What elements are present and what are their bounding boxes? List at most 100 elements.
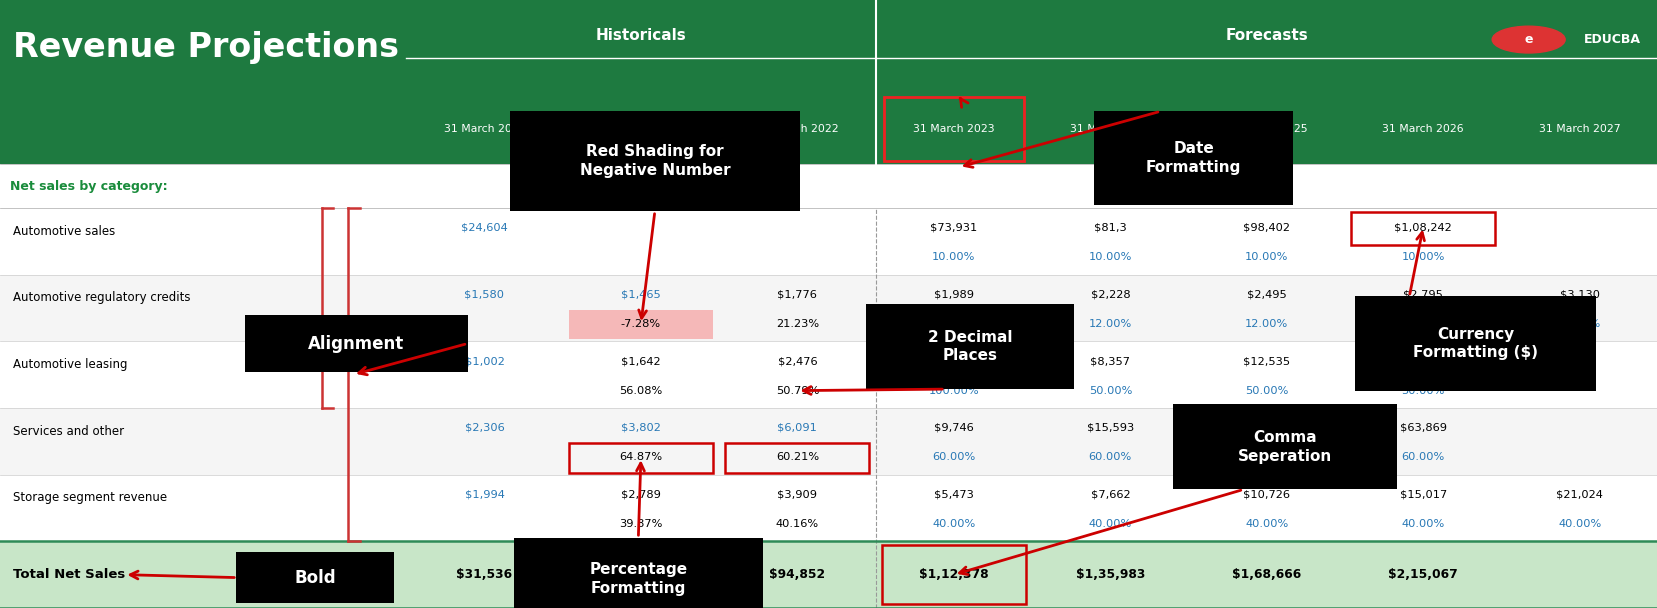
Text: 60.00%: 60.00% bbox=[931, 452, 974, 462]
Text: $63,869: $63,869 bbox=[1399, 423, 1447, 433]
Text: EDUCBA: EDUCBA bbox=[1582, 33, 1639, 46]
Bar bbox=[1094, 111, 1292, 206]
Text: 40.00%: 40.00% bbox=[1089, 519, 1132, 529]
Circle shape bbox=[1491, 26, 1564, 53]
Text: 31 March 2022: 31 March 2022 bbox=[756, 124, 838, 134]
Text: 12.00%: 12.00% bbox=[1400, 319, 1443, 329]
Text: 10.00%: 10.00% bbox=[1244, 252, 1287, 262]
Text: 40.00%: 40.00% bbox=[1244, 519, 1287, 529]
Text: Total Net Sales: Total Net Sales bbox=[13, 568, 126, 581]
Bar bbox=[883, 97, 1022, 161]
Text: $3,130: $3,130 bbox=[1559, 289, 1599, 300]
Text: $8,357: $8,357 bbox=[1090, 356, 1130, 366]
Text: $2,15,067: $2,15,067 bbox=[1387, 568, 1457, 581]
Text: 10.00%: 10.00% bbox=[1400, 252, 1445, 262]
Text: $81,3: $81,3 bbox=[1094, 223, 1127, 233]
Text: 60.00%: 60.00% bbox=[1400, 452, 1443, 462]
Bar bbox=[568, 310, 713, 339]
Bar bbox=[0, 341, 1657, 408]
Text: 12.00%: 12.00% bbox=[1244, 319, 1287, 329]
Text: $6,091: $6,091 bbox=[777, 423, 817, 433]
Text: $21,024: $21,024 bbox=[1556, 489, 1602, 500]
Bar bbox=[0, 408, 1657, 475]
Text: 2 Decimal
Places: 2 Decimal Places bbox=[928, 330, 1011, 364]
Text: 31 March 2023: 31 March 2023 bbox=[913, 124, 994, 134]
Text: $12,535: $12,535 bbox=[1243, 356, 1289, 366]
Text: $94,852: $94,852 bbox=[769, 568, 825, 581]
Text: 50.00%: 50.00% bbox=[1400, 385, 1445, 396]
Text: $2,495: $2,495 bbox=[1246, 289, 1286, 300]
Text: Forecasts: Forecasts bbox=[1225, 29, 1307, 43]
Text: $1,580: $1,580 bbox=[464, 289, 504, 300]
Text: 10.00%: 10.00% bbox=[1089, 252, 1132, 262]
Text: Historicals: Historicals bbox=[595, 29, 686, 43]
Text: Automotive leasing: Automotive leasing bbox=[13, 358, 128, 371]
Text: 40.00%: 40.00% bbox=[931, 519, 974, 529]
Text: $15,593: $15,593 bbox=[1085, 423, 1133, 433]
Text: $24,604: $24,604 bbox=[461, 223, 507, 233]
Text: $2,306: $2,306 bbox=[464, 423, 504, 433]
Text: $1,08,242: $1,08,242 bbox=[1394, 223, 1452, 233]
Text: $1,994: $1,994 bbox=[464, 489, 504, 500]
Text: 10.00%: 10.00% bbox=[931, 252, 974, 262]
Text: 31 March 2024: 31 March 2024 bbox=[1069, 124, 1150, 134]
Bar bbox=[1350, 212, 1495, 245]
Text: 31 March 2027: 31 March 2027 bbox=[1538, 124, 1619, 134]
Text: 12.00%: 12.00% bbox=[1558, 319, 1601, 329]
Text: Percentage
Formatting: Percentage Formatting bbox=[588, 562, 688, 596]
Bar bbox=[865, 304, 1074, 389]
Text: $2,228: $2,228 bbox=[1090, 289, 1130, 300]
Bar bbox=[237, 552, 394, 603]
Text: 60.00%: 60.00% bbox=[1244, 452, 1287, 462]
Text: 40.00%: 40.00% bbox=[1400, 519, 1443, 529]
Text: $1,642: $1,642 bbox=[621, 356, 661, 366]
Text: Services and other: Services and other bbox=[13, 425, 124, 438]
Text: $1,465: $1,465 bbox=[621, 289, 661, 300]
Text: 39.87%: 39.87% bbox=[618, 519, 663, 529]
Text: 56.08%: 56.08% bbox=[620, 385, 663, 396]
Text: 60.21%: 60.21% bbox=[775, 452, 819, 462]
Text: Alignment: Alignment bbox=[308, 334, 404, 353]
Text: 12.00%: 12.00% bbox=[931, 319, 974, 329]
Text: 64.87%: 64.87% bbox=[620, 452, 663, 462]
Text: 31 March 2026: 31 March 2026 bbox=[1382, 124, 1463, 134]
Text: $1,68,666: $1,68,666 bbox=[1231, 568, 1301, 581]
Text: 60.00%: 60.00% bbox=[1089, 452, 1132, 462]
Text: -7.28%: -7.28% bbox=[620, 319, 661, 329]
Bar bbox=[514, 537, 762, 608]
Text: $2,789: $2,789 bbox=[621, 489, 661, 500]
Bar bbox=[568, 443, 713, 472]
Text: Comma
Seperation: Comma Seperation bbox=[1238, 430, 1331, 464]
Text: 100.00%: 100.00% bbox=[928, 385, 979, 396]
Bar bbox=[0, 475, 1657, 541]
Bar bbox=[1173, 404, 1395, 489]
Text: Automotive sales: Automotive sales bbox=[13, 225, 116, 238]
Bar bbox=[0, 164, 1657, 208]
Text: Bold: Bold bbox=[293, 568, 336, 587]
Text: 21.23%: 21.23% bbox=[775, 319, 819, 329]
Bar bbox=[245, 315, 467, 372]
Text: $3,802: $3,802 bbox=[621, 423, 661, 433]
Text: $2__: $2__ bbox=[1253, 423, 1279, 434]
Text: 31 March 2025: 31 March 2025 bbox=[1225, 124, 1307, 134]
Bar bbox=[0, 275, 1657, 341]
Text: $18,802: $18,802 bbox=[1399, 356, 1447, 366]
Text: $1,989: $1,989 bbox=[933, 289, 973, 300]
Bar bbox=[882, 545, 1026, 604]
Bar bbox=[0, 208, 1657, 275]
Text: $6,571: $6,571 bbox=[933, 356, 973, 366]
Text: Net sales by category:: Net sales by category: bbox=[10, 179, 167, 193]
Text: Revenue Projections: Revenue Projections bbox=[13, 30, 399, 64]
Text: $7,662: $7,662 bbox=[1090, 489, 1130, 500]
Text: 31 March 2020: 31 March 2020 bbox=[444, 124, 525, 134]
Text: $73,931: $73,931 bbox=[930, 223, 978, 233]
Text: $31,536: $31,536 bbox=[456, 568, 512, 581]
Text: 50.79%: 50.79% bbox=[775, 385, 819, 396]
Text: $10,726: $10,726 bbox=[1243, 489, 1289, 500]
Text: Date
Formatting: Date Formatting bbox=[1145, 141, 1241, 175]
Bar bbox=[0, 94, 1657, 164]
Bar bbox=[1354, 297, 1594, 391]
Text: 40.16%: 40.16% bbox=[775, 519, 819, 529]
Text: $2,795: $2,795 bbox=[1402, 289, 1442, 300]
Bar bbox=[0, 541, 1657, 608]
